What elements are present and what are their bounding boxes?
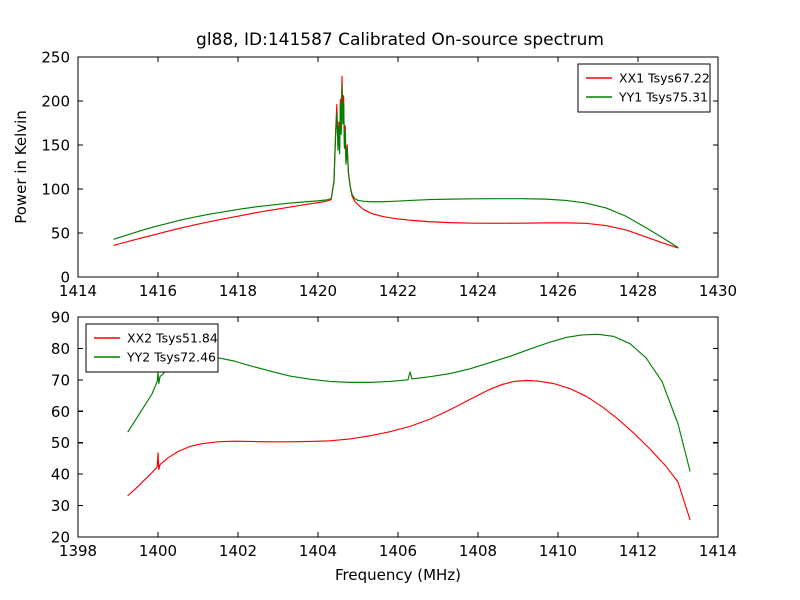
y-tick-label: 50 <box>51 434 70 452</box>
y-tick-label: 0 <box>60 269 70 287</box>
x-axis-label: Frequency (MHz) <box>335 566 461 584</box>
legend: XX1 Tsys67.22 YY1 Tsys75.31 <box>577 63 711 113</box>
x-tick-label: 1418 <box>219 282 257 300</box>
y-tick-label: 70 <box>51 371 70 389</box>
x-tick-label: 1428 <box>619 282 657 300</box>
legend-box <box>577 63 711 113</box>
y-tick-label: 80 <box>51 340 70 358</box>
x-tick-label: 1414 <box>59 282 97 300</box>
legend: XX2 Tsys51.84 YY2 Tsys72.46 <box>85 323 219 373</box>
page-title: gl88, ID:141587 Calibrated On-source spe… <box>196 30 604 50</box>
x-tick-label: 1424 <box>459 282 497 300</box>
x-tick-label: 1404 <box>299 542 337 560</box>
series-line <box>127 379 691 521</box>
x-tick-label: 1426 <box>539 282 577 300</box>
legend-label: YY2 Tsys72.46 <box>126 350 216 365</box>
y-tick-label: 200 <box>41 93 70 111</box>
x-tick-label: 1410 <box>539 542 577 560</box>
y-tick-label: 20 <box>51 529 70 547</box>
x-tick-label: 1420 <box>299 282 337 300</box>
x-tick-label: 1414 <box>699 542 737 560</box>
legend-box <box>85 323 219 373</box>
x-tick-label: 1416 <box>139 282 177 300</box>
x-tick-label: 1422 <box>379 282 417 300</box>
y-tick-label: 150 <box>41 137 70 155</box>
y-axis-label: Power in Kelvin <box>12 110 30 224</box>
y-tick-label: 60 <box>51 403 70 421</box>
bottom-panel-axes: 1398 1400 1402 1404 1406 1408 1410 1412 1414 20 30… <box>51 309 737 585</box>
x-tick-label: 1412 <box>619 542 657 560</box>
top-panel-axes: 1414 1416 1418 1420 1422 1424 1426 1428 1430 0 50 1… <box>12 49 737 301</box>
x-tick-label: 1398 <box>59 542 97 560</box>
x-tick-label: 1400 <box>139 542 177 560</box>
series-line <box>127 333 691 472</box>
y-tick-label: 50 <box>51 225 70 243</box>
legend-label: XX1 Tsys67.22 <box>619 71 710 86</box>
y-tick-label: 90 <box>51 309 70 327</box>
x-tick-label: 1406 <box>379 542 417 560</box>
x-tick-label: 1408 <box>459 542 497 560</box>
y-tick-label: 40 <box>51 466 70 484</box>
y-tick-label: 250 <box>41 49 70 67</box>
legend-label: YY1 Tsys75.31 <box>618 90 708 105</box>
x-tick-label: 1402 <box>219 542 257 560</box>
y-tick-label: 100 <box>41 181 70 199</box>
series-line <box>113 84 679 249</box>
x-tick-label: 1430 <box>699 282 737 300</box>
legend-label: XX2 Tsys51.84 <box>127 331 218 346</box>
y-tick-label: 30 <box>51 497 70 515</box>
